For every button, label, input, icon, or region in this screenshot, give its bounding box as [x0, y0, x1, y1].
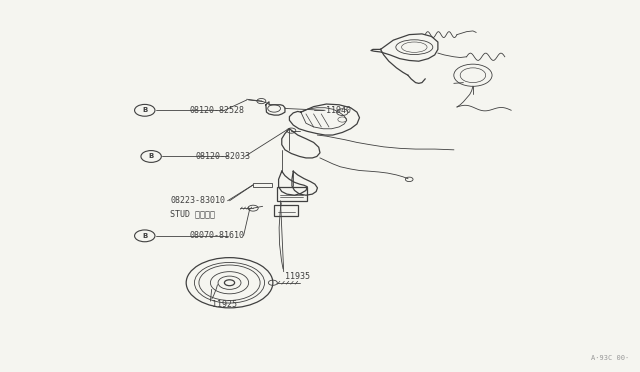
Text: 11925: 11925: [212, 300, 237, 310]
Text: 11935: 11935: [285, 272, 310, 281]
Text: A·93C 00·: A·93C 00·: [591, 355, 629, 361]
Text: 08120-82528: 08120-82528: [189, 106, 244, 115]
Text: STUD スタッド: STUD スタッド: [170, 209, 215, 218]
Text: B: B: [148, 154, 154, 160]
Text: 08223-83010: 08223-83010: [170, 196, 225, 205]
Text: 08120-82033: 08120-82033: [196, 152, 251, 161]
Text: B: B: [142, 107, 147, 113]
Text: 08070-81610: 08070-81610: [189, 231, 244, 240]
Text: B: B: [142, 233, 147, 239]
Text: 11940: 11940: [326, 106, 351, 115]
